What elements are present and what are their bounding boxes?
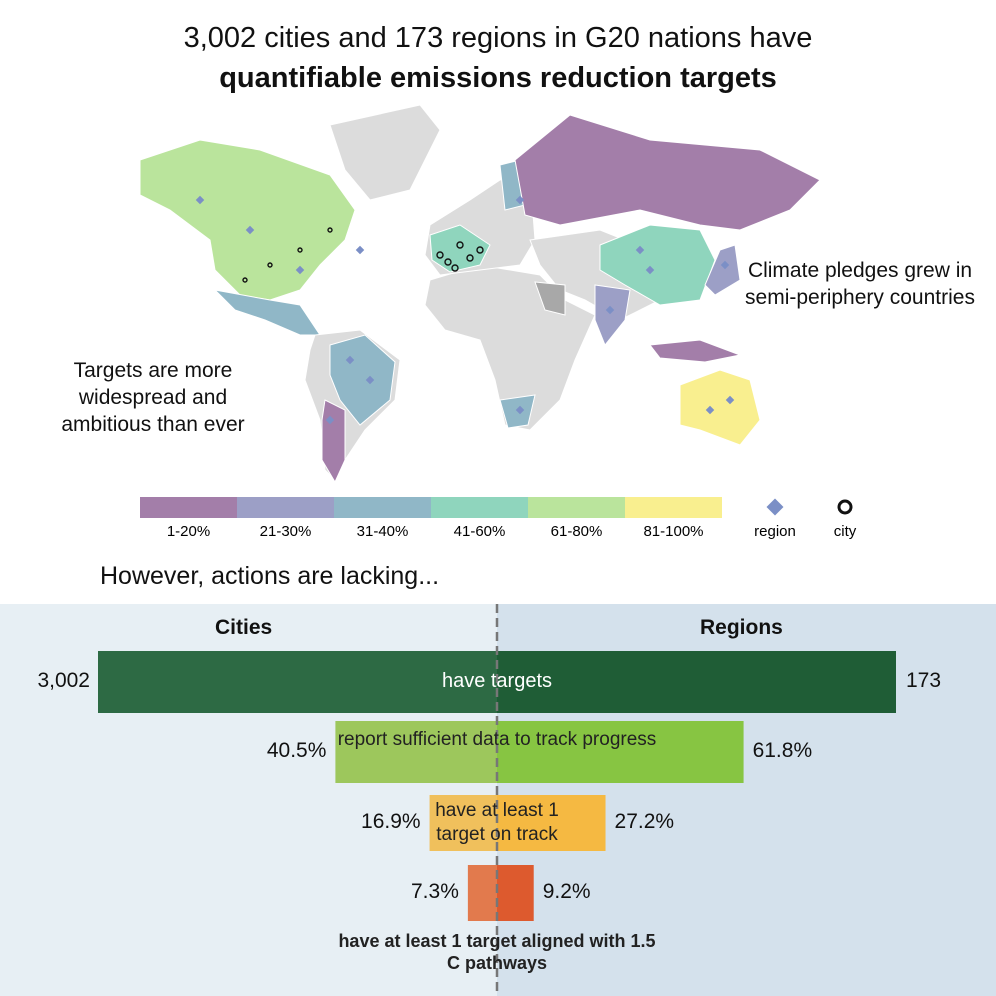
- country: [704, 244, 741, 296]
- city-dot: [451, 264, 459, 272]
- bar: [335, 721, 497, 783]
- legend-swatch: [528, 497, 625, 518]
- region-dot: [325, 415, 335, 425]
- legend-label: 81-100%: [643, 523, 703, 540]
- city-dots: [242, 227, 484, 283]
- city-dot: [436, 251, 444, 259]
- region-dot: [705, 405, 715, 415]
- annotation: Climate pledges grew in semi-periphery c…: [745, 259, 975, 309]
- city-dot: [267, 262, 273, 268]
- region-dot: [345, 355, 355, 365]
- region-dot: [720, 260, 730, 270]
- legend-swatch: [237, 497, 334, 518]
- region-dot: [245, 225, 255, 235]
- country: [213, 289, 321, 336]
- legend-label: city: [834, 523, 857, 540]
- legend-label: 1-20%: [167, 523, 210, 540]
- legend-label: 61-80%: [551, 523, 603, 540]
- region-dot: [355, 245, 365, 255]
- region-dot: [365, 375, 375, 385]
- bar: [467, 865, 497, 921]
- map: 1-20% 21-30% 31-40% 41-60% 61-80% 81-100% regi…: [139, 104, 857, 540]
- legend-city-marker: [837, 499, 853, 515]
- title-bold: quantifiable emissions reduction targets: [219, 62, 777, 94]
- bar: [497, 795, 606, 851]
- region-dot: [515, 405, 525, 415]
- bar: [497, 865, 534, 921]
- region-dot: [605, 305, 615, 315]
- country: [139, 139, 356, 301]
- country: [649, 339, 742, 363]
- legend-swatch: [431, 497, 528, 518]
- legend-swatch: [625, 497, 722, 518]
- city-dot: [242, 277, 248, 283]
- legend-swatch: [140, 497, 237, 518]
- city-dot: [444, 258, 452, 266]
- country: [514, 114, 821, 231]
- region-dot: [645, 265, 655, 275]
- region-dot: [725, 395, 735, 405]
- legend: 1-20% 21-30% 31-40% 41-60% 61-80% 81-100% regi…: [140, 497, 857, 540]
- subtitle: However, actions are lacking...: [100, 562, 440, 590]
- legend-label: 41-60%: [454, 523, 506, 540]
- city-dot: [327, 227, 333, 233]
- land: [534, 281, 566, 316]
- legend-label: 31-40%: [357, 523, 409, 540]
- legend-label: region: [754, 523, 796, 540]
- legend-region-marker: [766, 498, 784, 516]
- city-dot: [456, 241, 464, 249]
- chart: [0, 604, 996, 996]
- country: [329, 334, 396, 426]
- region-dot: [195, 195, 205, 205]
- region-dot: [295, 265, 305, 275]
- legend-swatch: [334, 497, 431, 518]
- city-dot: [466, 254, 474, 262]
- country: [594, 284, 631, 346]
- bar: [98, 651, 497, 713]
- legend-label: 21-30%: [260, 523, 312, 540]
- title: 3,002 cities and 173 regions in G20 nati…: [183, 22, 813, 54]
- bar: [497, 651, 896, 713]
- land: [329, 104, 441, 201]
- country: [599, 224, 716, 306]
- city-dot: [297, 247, 303, 253]
- country: [679, 369, 761, 446]
- bar: [497, 721, 744, 783]
- region-dots: [195, 195, 735, 425]
- bar: [429, 795, 497, 851]
- annotation: Targets are more widespread and ambitiou…: [61, 359, 245, 436]
- city-dot: [476, 246, 484, 254]
